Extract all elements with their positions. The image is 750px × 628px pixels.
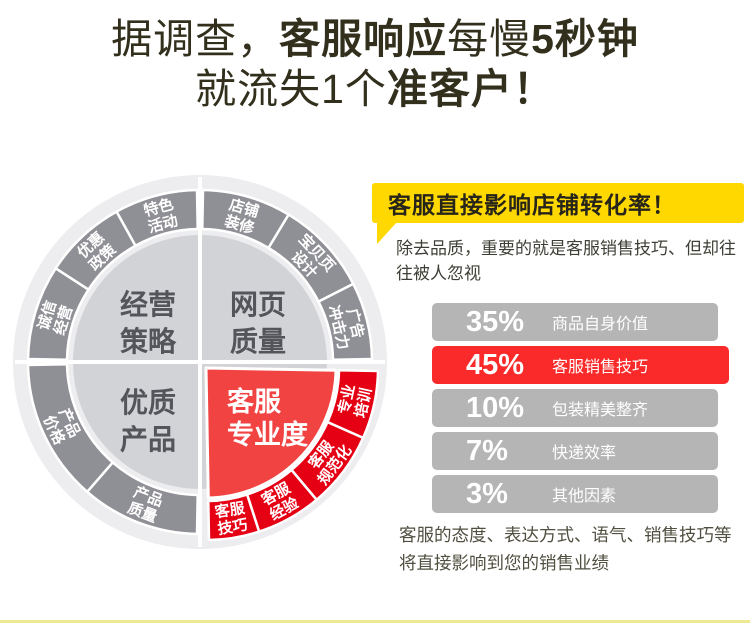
intro-text: 除去品质，重要的就是客服销售技巧、但却往往被人忽视 <box>396 239 736 283</box>
headline-seg-bold: 5秒钟 <box>531 16 639 62</box>
svg-text:客服: 客服 <box>227 386 282 417</box>
svg-text:质量: 质量 <box>230 326 286 357</box>
headline-seg: 就流失1个 <box>195 66 387 112</box>
stat-percent: 35% <box>466 305 525 338</box>
svg-text:策略: 策略 <box>120 325 177 357</box>
headline-line-1: 据调查，客服响应每慢5秒钟 <box>0 14 750 64</box>
wheel-segment-product-price <box>26 363 114 494</box>
headline: 据调查，客服响应每慢5秒钟 就流失1个准客户！ <box>0 14 750 114</box>
svg-text:优质: 优质 <box>120 387 176 418</box>
stat-label: 其他因素 <box>552 488 617 505</box>
stat-percent: 45% <box>466 348 525 381</box>
stat-percent: 7% <box>466 434 508 467</box>
svg-text:专业度: 专业度 <box>227 419 308 450</box>
footer-note: 客服的态度、表达方式、语气、销售技巧等 将直接影响到您的销售业绩 <box>399 521 747 577</box>
stat-percent: 3% <box>466 477 508 510</box>
quadrant-label-customer-service-professionalism: 客服 专业度 <box>227 386 308 450</box>
headline-seg: 每慢 <box>447 16 532 62</box>
svg-text:产品: 产品 <box>120 424 176 455</box>
stat-bar-product-value: 35% 商品自身价值 <box>432 303 718 341</box>
headline-line-2: 就流失1个准客户！ <box>0 64 750 114</box>
quadrant-label-webpage-quality: 网页 质量 <box>230 289 286 357</box>
stat-bar-list: 35% 商品自身价值 45% 客服销售技巧 10% 包装精美整齐 7% 快递效率… <box>432 303 729 518</box>
headline-seg: 据调查， <box>111 16 280 62</box>
headline-seg-bold: 准客户！ <box>386 66 555 112</box>
svg-text:技巧: 技巧 <box>216 515 249 538</box>
stat-label: 包装精美整齐 <box>552 402 649 419</box>
bottom-divider-rule <box>0 620 750 623</box>
svg-text:网页: 网页 <box>230 289 286 320</box>
stat-label: 快递效率 <box>552 445 617 462</box>
stat-label: 客服销售技巧 <box>552 359 649 376</box>
stat-bar-service-sales-skills: 45% 客服销售技巧 <box>432 346 729 384</box>
stat-label: 商品自身价值 <box>552 316 649 333</box>
stat-bar-other: 3% 其他因素 <box>432 475 718 513</box>
svg-text:经营: 经营 <box>120 288 176 320</box>
wheel-segment-special-events <box>115 188 199 247</box>
wheel-quarter-customer-service <box>204 366 338 500</box>
stat-bar-packaging: 10% 包装精美整齐 <box>432 389 718 427</box>
callout-title: 客服直接影响店铺转化率！ <box>388 192 676 218</box>
headline-seg-bold: 客服响应 <box>279 16 448 62</box>
stat-bar-delivery: 7% 快递效率 <box>432 432 718 470</box>
quadrant-label-quality-product: 优质 产品 <box>120 387 176 455</box>
svg-text:客服: 客服 <box>213 498 248 521</box>
wheel-segment-service-skills <box>207 493 261 542</box>
quadrant-label-business-strategy: 经营 策略 <box>120 288 177 357</box>
callout-bubble: 客服直接影响店铺转化率！ <box>372 183 744 223</box>
footer-note-line-1: 客服的态度、表达方式、语气、销售技巧等 <box>399 525 732 545</box>
footer-note-line-2: 将直接影响到您的销售业绩 <box>399 553 609 573</box>
wheel-segment-ad-impact <box>317 282 374 361</box>
callout-bubble-tail <box>377 222 397 244</box>
stat-percent: 10% <box>466 391 525 424</box>
